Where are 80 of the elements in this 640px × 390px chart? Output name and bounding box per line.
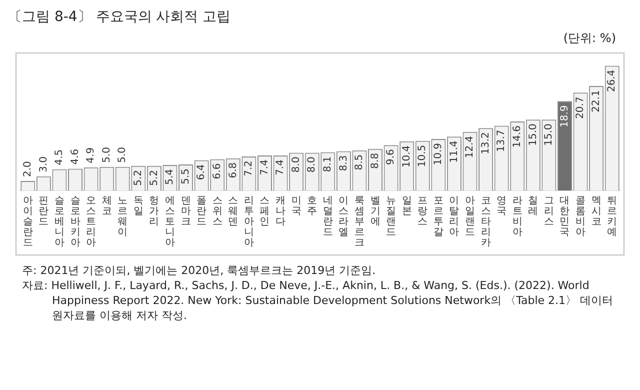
x-tick-label: 노르웨이 [118,195,128,238]
x-tick-label: 대한민국 [560,195,570,238]
data-label: 5.2 [133,170,144,186]
data-label: 11.4 [448,140,460,163]
data-label: 22.1 [590,90,602,112]
x-tick-label: 그리스 [544,195,554,228]
data-label: 3.0 [38,156,50,172]
x-tick-label: 체코 [102,195,112,217]
x-tick-label: 라트비아 [512,195,522,238]
x-tick-label: 헝가리 [149,195,160,228]
data-label: 18.9 [559,105,570,128]
x-tick-label: 일본 [402,195,412,217]
data-label: 10.5 [417,144,428,168]
data-label: 8.3 [338,155,350,172]
x-tick-label: 오스트리아 [86,195,96,248]
x-tick-label: 룩셈부르크 [354,195,364,248]
x-tick-label: 네덜란드 [322,195,333,238]
data-label: 4.5 [54,149,66,166]
x-tick-label: 프랑스 [418,195,428,228]
data-label: 15.0 [544,124,555,146]
data-label: 2.0 [22,161,34,178]
x-tick-label: 슬로베니아 [54,195,64,248]
text: 주: 2021년 기준이되, 벨기에는 2020년, 룩셈부르크는 2019년 기준임. [22,263,377,278]
x-tick-label: 칠레 [528,195,538,217]
data-label: 7.4 [275,160,286,176]
data-label: 4.6 [70,148,81,165]
data-label: 5.2 [148,170,160,186]
data-label: 13.7 [496,130,508,152]
x-tick-label: 영국 [496,195,507,217]
data-label: 10.4 [401,145,412,168]
x-tick-label: 코스타리카 [480,195,491,248]
data-label: 12.4 [464,136,476,158]
x-tick-label: 호주 [307,195,318,217]
x-tick-label: 포르투갈 [433,195,444,238]
data-label: 8.1 [322,156,334,172]
data-label: 9.6 [386,149,397,166]
text: 자료: Helliwell, J. F., Layard, R., Sachs, J. D., De Neve, J.-E., Aknin, L. B., & Wang, S. (Eds.). (2022). World Happiness Report 2022. New York: Sustainable Development Solutions Network의 〈Table 2.1〉 데이터 원자료를 이용해 저자 작성. [22,278,614,323]
data-label: 4.9 [86,147,97,164]
chart-subtitle: (단위: %) [562,30,616,47]
data-label: 8.5 [354,154,366,170]
x-tick-label: 미국 [291,195,302,217]
x-tick-label: 리투아니아 [244,195,254,248]
data-label: 5.5 [180,168,192,184]
x-tick-label: 뉴질랜드 [386,195,396,238]
x-tick-label: 아이슬란드 [22,195,33,248]
x-tick-label: 슬로바키아 [70,195,80,248]
data-label: 20.7 [575,96,586,119]
x-tick-label: 독일 [133,195,144,217]
x-tick-label: 에스토니아 [165,195,175,248]
data-label: 5.4 [164,168,176,185]
data-label: 13.2 [480,132,492,154]
data-label: 8.0 [306,156,318,173]
data-label: 5.0 [117,146,128,163]
x-tick-label: 이스라엘 [338,195,349,238]
x-tick-label: 멕시코 [591,195,602,228]
data-label: 14.6 [512,126,523,148]
data-label: 6.6 [212,163,223,180]
data-label: 8.8 [370,152,381,169]
x-tick-label: 덴마크 [180,195,191,228]
x-tick-label: 벨기에 [370,195,380,228]
x-tick-label: 스위스 [212,195,222,228]
x-tick-label: 핀란드 [38,195,49,228]
data-label: 7.2 [244,160,255,176]
data-label: 10.9 [433,142,444,166]
x-tick-label: 이탈리아 [449,195,460,238]
x-tick-label: 콜롬비아 [576,195,586,238]
x-tick-label: 튀르키예 [607,195,618,238]
x-tick-label: 폴란드 [196,195,207,228]
data-label: 8.0 [290,156,302,173]
data-label: 5.0 [101,146,112,163]
data-label: 6.8 [228,162,239,178]
x-tick-label: 아일랜드 [465,195,475,238]
x-tick-label: 스페인 [260,195,270,228]
data-label: 15.0 [528,124,539,146]
data-label: 26.4 [606,70,618,92]
x-tick-label: 캐나다 [276,195,286,228]
data-label: 7.4 [259,160,270,176]
x-tick-label: 스웨덴 [228,195,238,228]
chart-title: 〔그림 8-4〕 주요국의 사회적 고립 [8,8,232,26]
data-label: 6.4 [196,164,208,180]
